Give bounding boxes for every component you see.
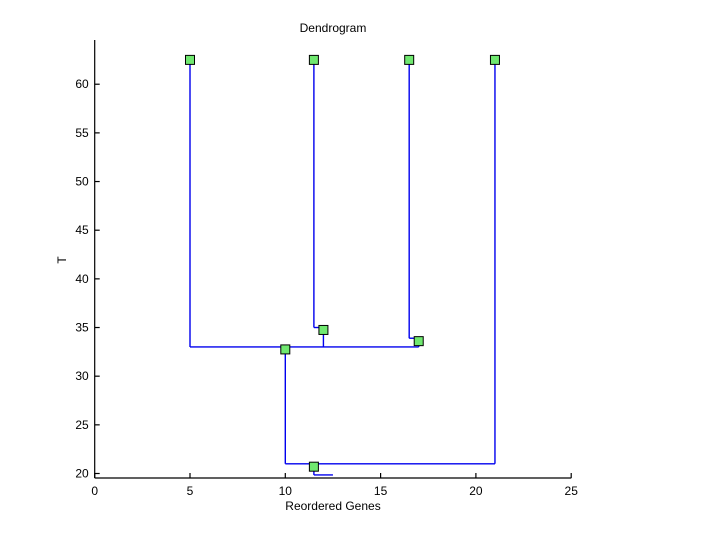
- y-tick-label: 20: [75, 467, 89, 481]
- node-marker: [413, 336, 424, 347]
- node-marker: [308, 461, 319, 472]
- x-tick-label: 5: [187, 484, 194, 498]
- y-tick-label: 40: [75, 272, 89, 286]
- y-tick-label: 25: [75, 418, 89, 432]
- x-tick-label: 10: [279, 484, 293, 498]
- node-marker: [308, 54, 319, 65]
- y-tick-label: 55: [75, 126, 89, 140]
- node-marker: [489, 54, 500, 65]
- node-marker: [318, 324, 329, 335]
- x-tick-label: 0: [91, 484, 98, 498]
- tick-labels: 0 5 10 15 20 25 20 25 30 35 40 45 50 55 60: [75, 77, 578, 498]
- y-tick-label: 60: [75, 77, 89, 91]
- x-axis-label: Reordered Genes: [285, 499, 380, 513]
- dendrogram-links: [189, 59, 496, 476]
- node-marker: [404, 54, 415, 65]
- y-axis-label: T: [55, 256, 69, 264]
- node-marker: [185, 54, 195, 65]
- dendrogram-node-markers: [185, 54, 500, 472]
- y-tick-label: 35: [75, 321, 89, 335]
- x-tick-label: 20: [469, 484, 483, 498]
- node-marker: [280, 344, 291, 355]
- chart-title: Dendrogram: [300, 21, 367, 35]
- y-tick-label: 30: [75, 369, 89, 383]
- x-tick-label: 15: [374, 484, 388, 498]
- y-tick-label: 50: [75, 175, 89, 189]
- x-tick-label: 25: [565, 484, 579, 498]
- y-tick-label: 45: [75, 223, 89, 237]
- axes: [94, 40, 572, 479]
